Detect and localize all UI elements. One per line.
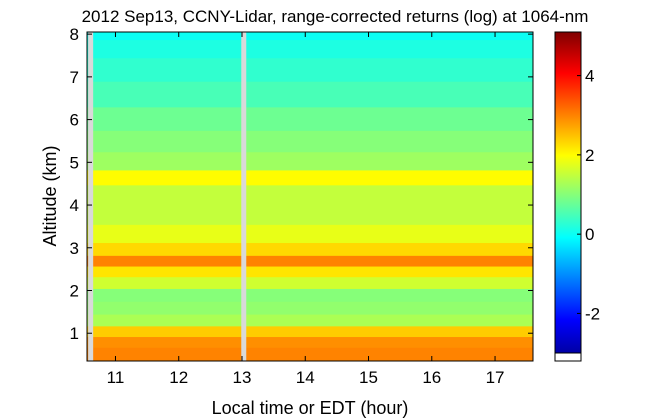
altitude-band xyxy=(87,202,533,225)
altitude-band xyxy=(87,314,533,327)
x-tick-label: 14 xyxy=(296,368,315,387)
altitude-band xyxy=(87,57,533,82)
colorbar-tick-label: 2 xyxy=(585,146,594,165)
x-tick-label: 12 xyxy=(169,368,188,387)
altitude-band xyxy=(87,347,533,361)
chart-title: 2012 Sep13, CCNY-Lidar, range-corrected … xyxy=(82,7,589,26)
altitude-band xyxy=(87,255,533,267)
y-tick-label: 7 xyxy=(70,68,79,87)
altitude-band xyxy=(87,184,533,204)
x-tick-label: 15 xyxy=(359,368,378,387)
colorbar-tick-label: 0 xyxy=(585,225,594,244)
altitude-band xyxy=(87,336,533,348)
colorbar-missing-swatch xyxy=(554,352,582,362)
y-tick-label: 4 xyxy=(70,196,79,215)
data-gap xyxy=(241,32,247,361)
altitude-band xyxy=(87,224,533,244)
altitude-band xyxy=(87,106,533,131)
x-tick-label: 13 xyxy=(233,368,252,387)
x-tick-label: 11 xyxy=(107,368,125,387)
altitude-band xyxy=(87,151,533,171)
y-tick-label: 8 xyxy=(70,25,79,44)
altitude-band xyxy=(87,288,533,302)
altitude-band xyxy=(87,301,533,315)
colorbar-ticks: -2 0 2 4 xyxy=(577,67,600,323)
altitude-band xyxy=(87,265,533,278)
x-axis: 11 12 13 14 15 16 17 xyxy=(107,32,505,387)
x-axis-label: Local time or EDT (hour) xyxy=(212,398,409,418)
y-axis-label: Altitude (km) xyxy=(40,145,60,246)
altitude-band xyxy=(87,169,533,186)
y-tick-label: 3 xyxy=(70,239,79,258)
y-tick-label: 2 xyxy=(70,282,79,301)
y-tick-label: 6 xyxy=(70,111,79,130)
y-axis: 1 2 3 4 5 6 7 8 xyxy=(70,25,533,343)
data-gap xyxy=(88,32,94,361)
altitude-band xyxy=(87,81,533,108)
y-tick-label: 1 xyxy=(70,324,79,343)
y-tick-label: 5 xyxy=(70,153,79,172)
colorbar-tick-label: -2 xyxy=(585,304,600,323)
altitude-band xyxy=(87,242,533,256)
altitude-band xyxy=(87,130,533,153)
altitude-band xyxy=(87,32,533,41)
altitude-band xyxy=(87,39,533,59)
altitude-band xyxy=(87,276,533,289)
colorbar xyxy=(554,31,582,362)
x-tick-label: 16 xyxy=(422,368,441,387)
plot-frame xyxy=(86,31,534,362)
colorbar-tick-label: 4 xyxy=(585,67,594,86)
x-tick-label: 17 xyxy=(486,368,505,387)
heatmap-area xyxy=(87,32,533,361)
altitude-band xyxy=(87,325,533,338)
